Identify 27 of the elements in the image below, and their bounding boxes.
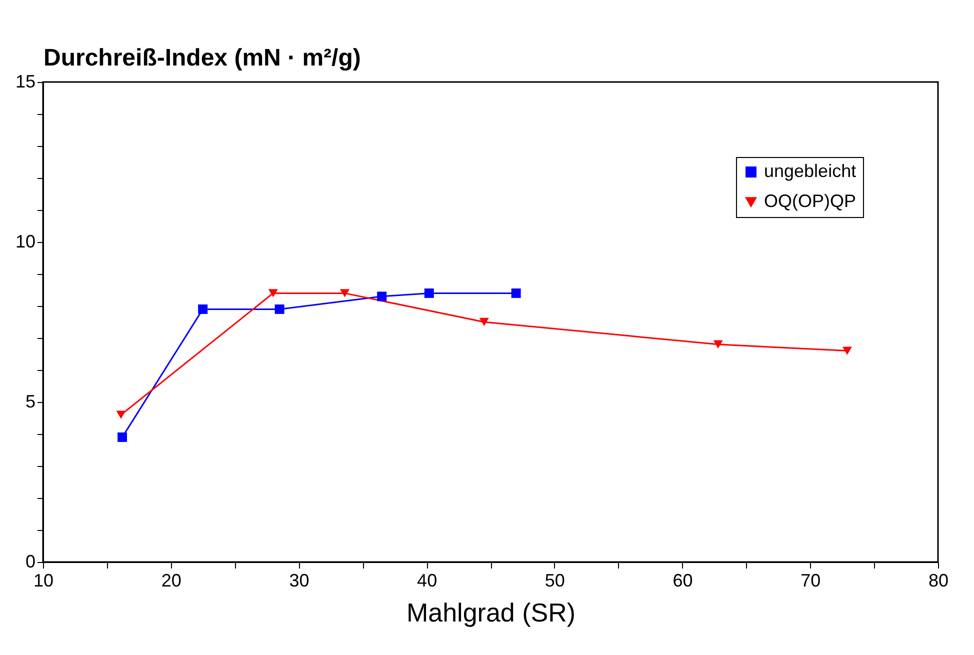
x-tick-label: 30 bbox=[289, 570, 310, 590]
point bbox=[268, 289, 278, 298]
point bbox=[424, 288, 434, 298]
point bbox=[274, 304, 284, 314]
x-tick-label: 20 bbox=[161, 570, 182, 590]
x-tick-label: 50 bbox=[544, 570, 565, 590]
legend-label: ungebleicht bbox=[764, 161, 856, 181]
point bbox=[118, 432, 128, 442]
x-axis-title: Mahlgrad (SR) bbox=[406, 598, 576, 628]
y-tick-label: 10 bbox=[15, 232, 36, 252]
x-tick-label: 80 bbox=[928, 570, 949, 590]
x-tick-label: 60 bbox=[672, 570, 693, 590]
y-axis-title: Durchreiß-Index (mN · m²/g) bbox=[44, 44, 361, 72]
point bbox=[340, 289, 350, 298]
point bbox=[116, 410, 126, 419]
point bbox=[842, 346, 852, 355]
y-tick-label: 5 bbox=[25, 392, 36, 412]
y-tick-label: 0 bbox=[25, 552, 36, 572]
x-tick-label: 70 bbox=[800, 570, 821, 590]
x-tick-label: 40 bbox=[417, 570, 438, 590]
point bbox=[713, 340, 723, 349]
point bbox=[198, 304, 208, 314]
point bbox=[479, 318, 489, 326]
legend-label: OQ(OP)QP bbox=[764, 191, 856, 211]
y-tick-label: 15 bbox=[15, 72, 36, 92]
point bbox=[511, 288, 521, 298]
point bbox=[377, 292, 387, 302]
